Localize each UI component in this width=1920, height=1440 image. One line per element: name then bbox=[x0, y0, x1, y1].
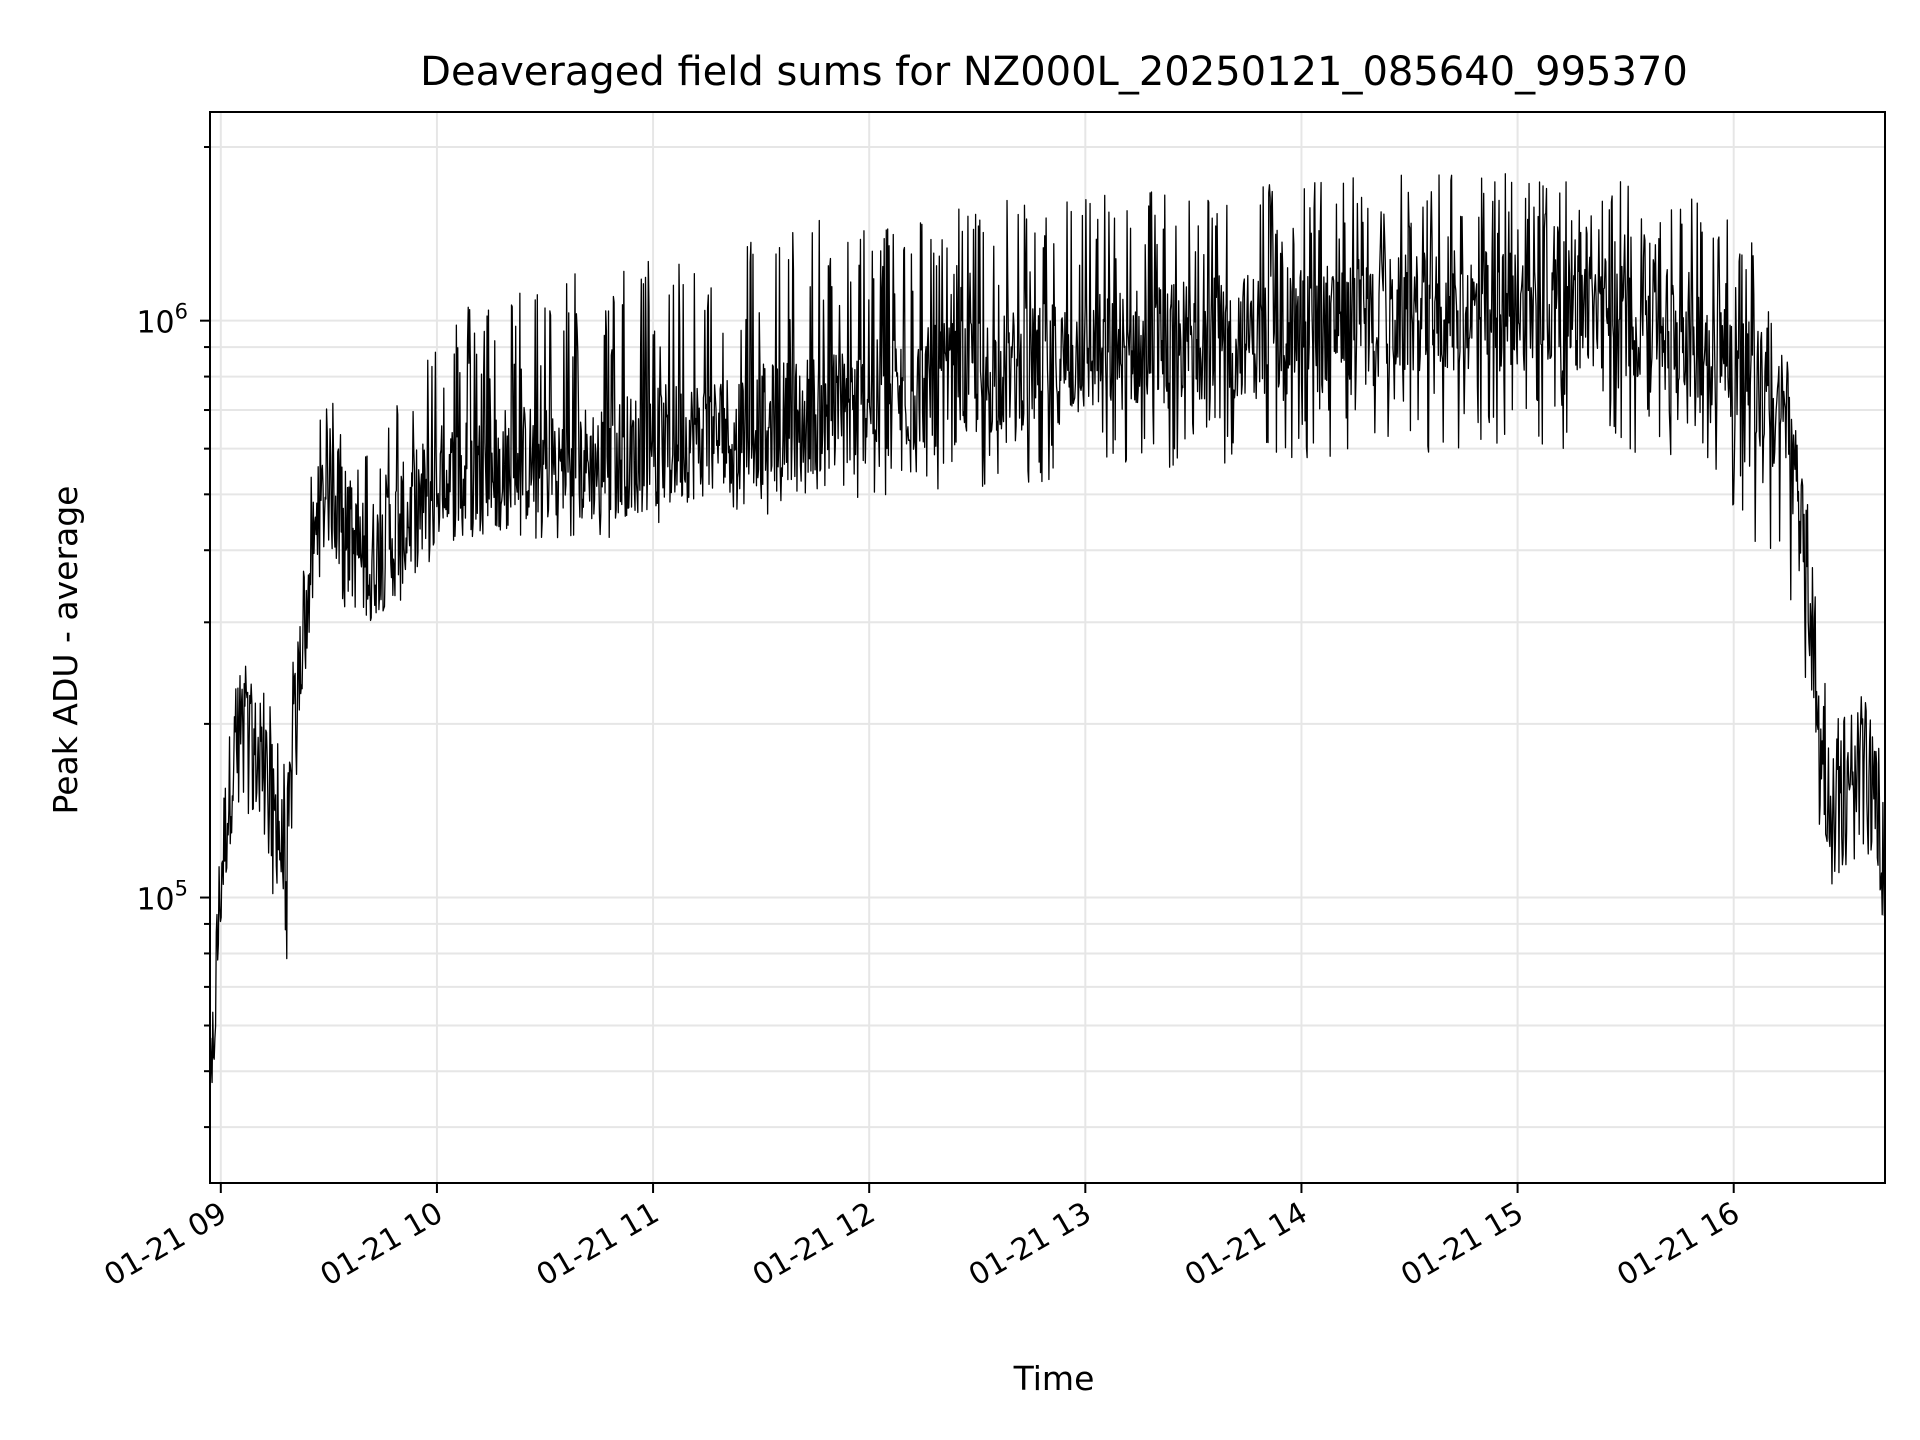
y-tick-label-exponent: 6 bbox=[175, 300, 188, 324]
y-tick-label: 106 bbox=[136, 300, 188, 341]
y-tick-label: 105 bbox=[136, 877, 188, 918]
y-tick-label-base: 10 bbox=[136, 883, 174, 918]
series-line bbox=[209, 173, 1886, 1139]
y-axis-title: Peak ADU - average bbox=[46, 486, 85, 815]
chart-title: Deaveraged field sums for NZ000L_2025012… bbox=[420, 49, 1688, 95]
plot-area-frame bbox=[209, 111, 1886, 1184]
y-tick-label-exponent: 5 bbox=[175, 877, 188, 901]
y-tick-label-base: 10 bbox=[136, 306, 174, 341]
series-trace bbox=[209, 173, 1886, 1139]
x-axis-title: Time bbox=[1013, 1359, 1095, 1398]
